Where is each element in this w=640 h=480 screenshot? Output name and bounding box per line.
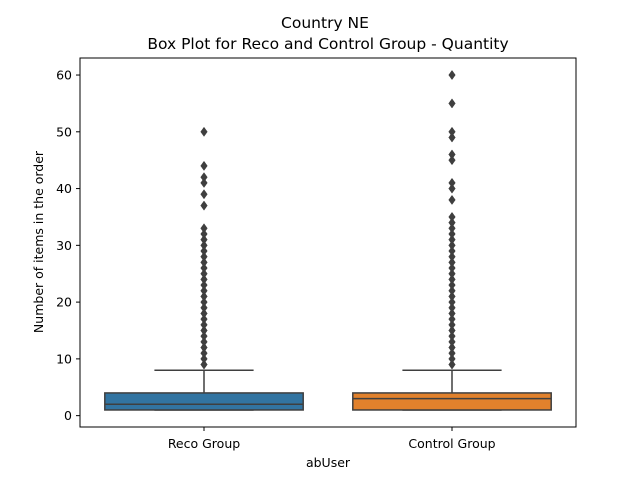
outlier-point [448, 257, 456, 268]
outlier-point [448, 319, 456, 330]
outlier-point [448, 228, 456, 240]
outlier-point [200, 251, 208, 262]
outlier-point [200, 177, 208, 188]
outlier-point [200, 268, 208, 279]
chart-title: Country NE [281, 14, 369, 32]
outlier-point [200, 172, 208, 183]
outlier-point [448, 268, 456, 279]
y-tick-label: 30 [56, 238, 72, 253]
outlier-point [448, 183, 456, 194]
plot-area [104, 70, 552, 411]
outlier-point [448, 285, 456, 296]
outlier-point [448, 98, 456, 109]
outlier-point [200, 319, 208, 330]
x-tick-label: Reco Group [168, 436, 240, 451]
axes: Reco Group Control Group 0 10 20 30 40 50 60 [56, 68, 496, 451]
outlier-point [448, 353, 456, 364]
iqr-box [352, 392, 552, 411]
outlier-point [448, 314, 456, 325]
outlier-point [448, 297, 456, 308]
outlier-point [448, 331, 456, 342]
outlier-point [448, 132, 456, 143]
outlier-point [448, 280, 456, 291]
outlier-point [200, 353, 208, 364]
outlier-point [200, 359, 208, 370]
outlier-point [448, 177, 456, 188]
outlier-point [448, 359, 456, 370]
x-tick-label: Control Group [408, 436, 495, 451]
plot-frame [79, 57, 577, 428]
outlier-point [448, 234, 456, 245]
outlier-point [200, 274, 208, 285]
outlier-point [200, 297, 208, 308]
outlier-point [200, 302, 208, 313]
outlier-point [200, 200, 208, 211]
outlier-point [448, 126, 456, 137]
outlier-point [448, 223, 456, 234]
outlier-point [448, 245, 456, 257]
chart-subtitle: Box Plot for Reco and Control Group - Qu… [147, 35, 508, 53]
outlier-point [448, 240, 456, 251]
outlier-point [200, 291, 208, 302]
outlier-point [448, 194, 456, 205]
outlier-point [448, 342, 456, 353]
outlier-point [448, 70, 456, 81]
y-tick-label: 10 [56, 351, 72, 366]
outlier-point [448, 336, 456, 347]
outlier-point [200, 280, 208, 291]
outlier-point [200, 263, 208, 274]
outlier-point [200, 228, 208, 240]
outlier-point [200, 245, 208, 257]
x-axis-label: abUser [306, 455, 351, 470]
outlier-point [200, 234, 208, 245]
outlier-point [200, 342, 208, 353]
y-tick-label: 0 [64, 408, 72, 423]
outlier-point [448, 348, 456, 359]
iqr-box [104, 392, 304, 411]
outlier-point [200, 160, 208, 171]
outlier-point [448, 325, 456, 336]
outlier-point [200, 348, 208, 359]
outlier-point [448, 263, 456, 274]
y-tick-label: 20 [56, 295, 72, 310]
outlier-point [448, 155, 456, 166]
outlier-point [200, 257, 208, 268]
outlier-point [200, 223, 208, 234]
y-axis-label: Number of items in the order [31, 150, 46, 333]
outlier-point [448, 149, 456, 160]
outlier-point [200, 331, 208, 342]
outlier-point [448, 274, 456, 285]
outlier-point [448, 217, 456, 228]
outlier-point [200, 308, 208, 319]
outlier-point [448, 211, 456, 222]
outlier-point [200, 189, 208, 200]
outlier-point [200, 336, 208, 347]
outlier-point [448, 302, 456, 313]
y-tick-label: 50 [56, 124, 72, 139]
box-reco-group [104, 126, 304, 411]
y-tick-label: 60 [56, 68, 72, 83]
y-tick-label: 40 [56, 181, 72, 196]
outlier-point [200, 314, 208, 325]
outlier-point [448, 308, 456, 319]
outlier-point [448, 251, 456, 262]
outlier-point [200, 285, 208, 296]
outlier-point [200, 325, 208, 336]
outlier-point [200, 240, 208, 251]
outlier-point [200, 126, 208, 137]
box-control-group [352, 70, 552, 411]
outlier-point [448, 291, 456, 302]
